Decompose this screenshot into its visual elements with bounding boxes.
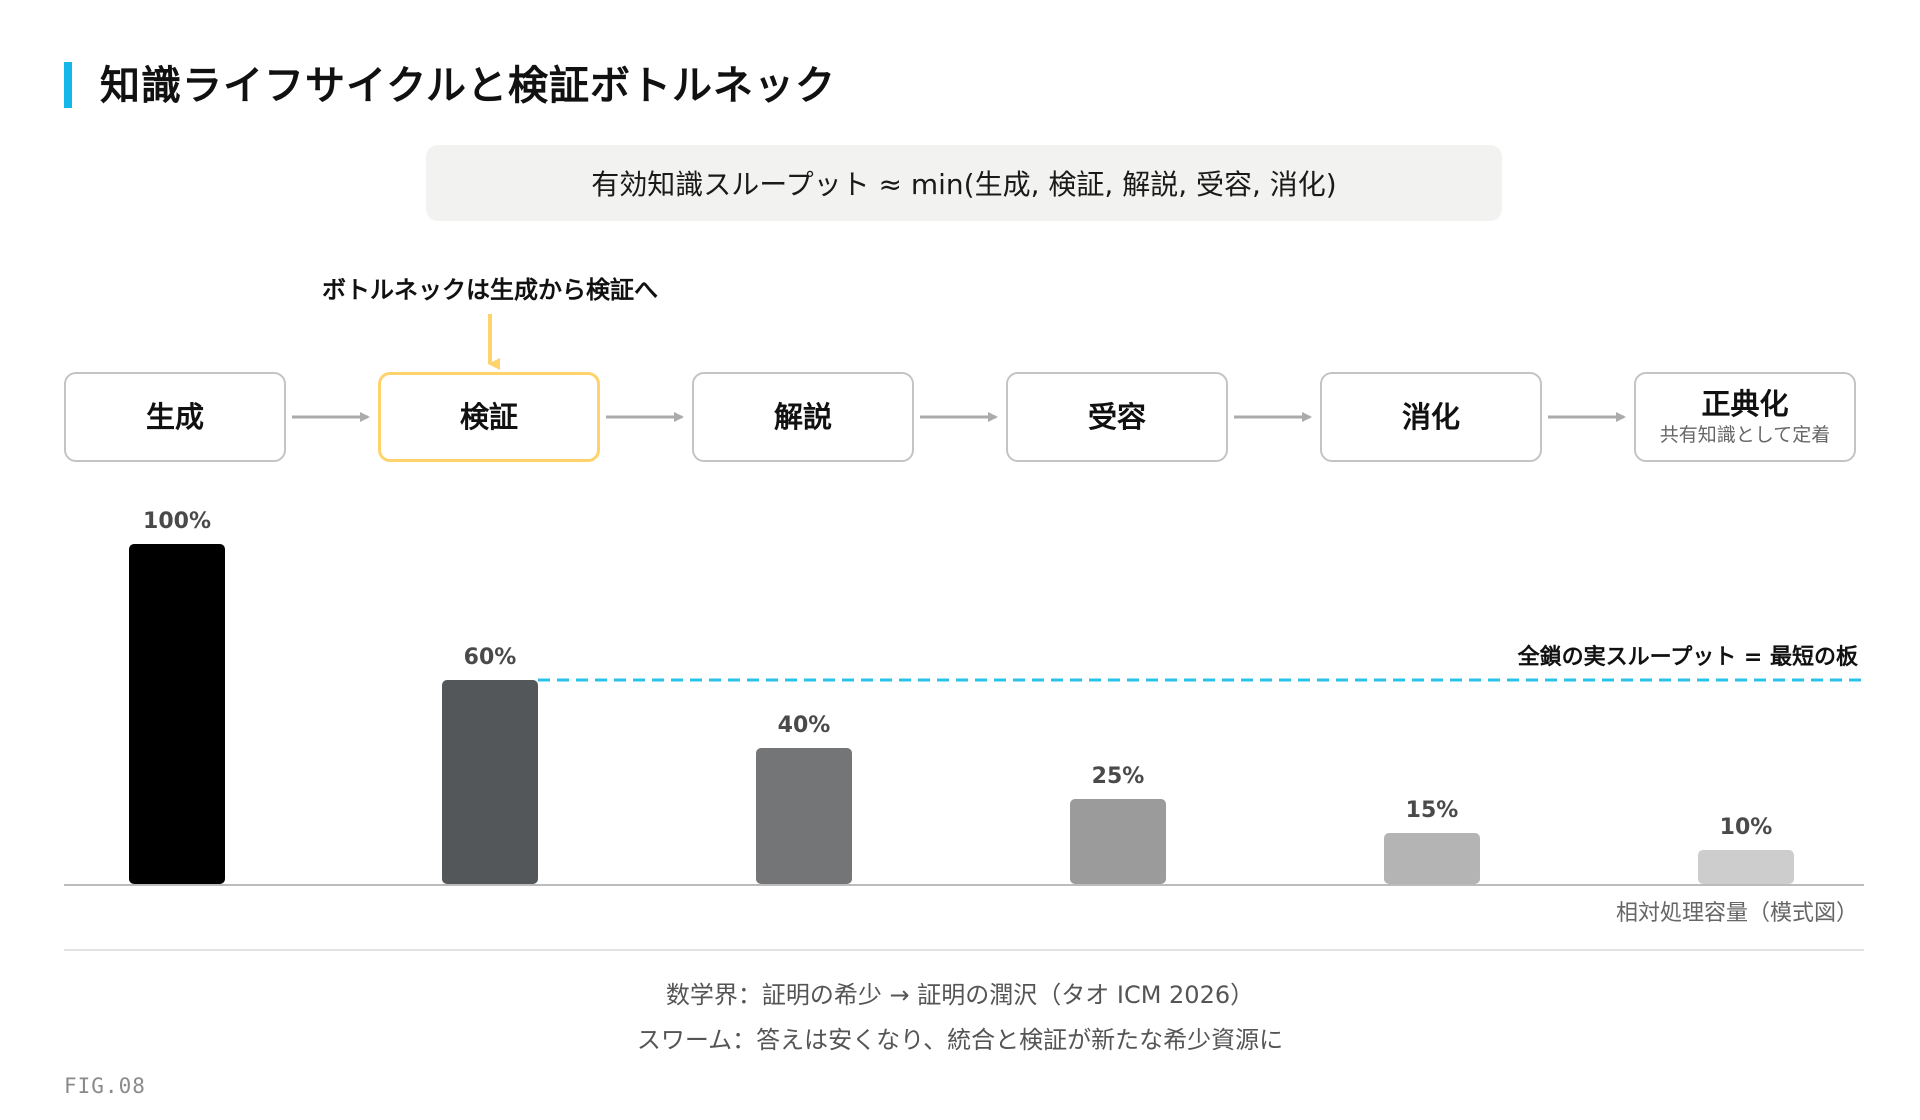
threshold-label: 全鎖の実スループット = 最短の板 <box>1517 644 1859 670</box>
bottleneck-callout: ボトルネックは生成から検証へ <box>322 276 658 304</box>
stage-label: 生成 <box>145 400 204 434</box>
stage-box-acceptance: 受容 <box>1006 372 1228 462</box>
title-accent-bar <box>64 62 72 108</box>
capacity-bar-chart: 100% 60% 40% 25% 15% 10% 全鎖の実スループット = 最短の板相対処理… <box>64 509 1864 926</box>
bar <box>1384 833 1480 884</box>
stage-box-digestion: 消化 <box>1320 372 1542 462</box>
bar <box>1698 850 1794 884</box>
bar-value-label: 25% <box>1092 764 1145 789</box>
footnote-swarm: スワーム：答えは安くなり、統合と検証が新たな希少資源に <box>636 1026 1284 1054</box>
footnote-math: 数学界：証明の希少 → 証明の潤沢（タオ ICM 2026） <box>665 981 1255 1009</box>
stage-label: 受容 <box>1087 400 1146 434</box>
stage-label: 消化 <box>1401 400 1460 434</box>
bar <box>129 544 225 884</box>
footer-divider <box>64 949 1864 951</box>
stage-label: 検証 <box>459 400 518 434</box>
formula-box: 有効知識スループット ≈ min(生成, 検証, 解説, 受容, 消化) <box>426 145 1502 221</box>
stage-box-verification: 検証 <box>378 372 600 462</box>
formula-text: 有効知識スループット ≈ min(生成, 検証, 解説, 受容, 消化) <box>591 168 1337 201</box>
stage-sublabel: 共有知識として定着 <box>1659 424 1831 446</box>
bar-value-label: 100% <box>143 509 211 534</box>
stage-label: 解説 <box>773 400 832 434</box>
figure-label: FIG.08 <box>64 1074 146 1098</box>
stage-box-explanation: 解説 <box>692 372 914 462</box>
bar <box>756 748 852 884</box>
page-title: 知識ライフサイクルと検証ボトルネック <box>100 63 836 109</box>
bar-value-label: 40% <box>778 713 831 738</box>
chart-axis-caption: 相対処理容量（模式図） <box>1616 901 1858 926</box>
stage-box-canonization: 正典化 共有知識として定着 <box>1634 372 1856 462</box>
bar-value-label: 10% <box>1720 815 1773 840</box>
bar-value-label: 60% <box>464 645 517 670</box>
stage-box-generation: 生成 <box>64 372 286 462</box>
bar-value-label: 15% <box>1406 798 1459 823</box>
stage-label: 正典化 <box>1701 387 1789 421</box>
bar <box>1070 799 1166 884</box>
bar <box>442 680 538 884</box>
